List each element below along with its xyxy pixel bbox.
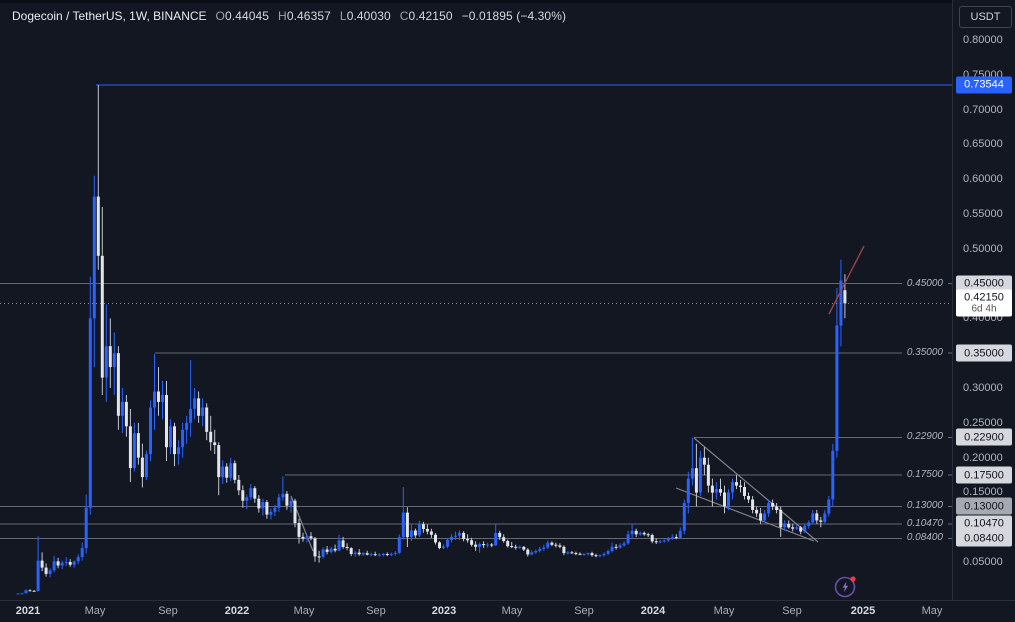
ohlc-open: O0.44045: [215, 9, 270, 23]
level-price-label: 0.08400: [901, 532, 948, 545]
time-tick-month: May: [501, 605, 523, 617]
candlestick-chart[interactable]: [0, 0, 952, 600]
level-price-label: 0.17500: [901, 469, 948, 481]
price-tick: 0.15000: [963, 486, 1003, 499]
level-axis-box: 0.73544: [956, 76, 1012, 94]
ohlc-high: H0.46357: [278, 9, 331, 23]
axis-corner-separator: [952, 0, 953, 22]
level-axis-box: 0.08400: [956, 529, 1012, 547]
level-price-label: 0.45000: [901, 277, 948, 290]
symbol-title[interactable]: Dogecoin / TetherUS, 1W, BINANCE: [12, 9, 207, 23]
level-axis-box: 0.10470: [956, 515, 1012, 533]
time-tick-month: Sep: [782, 605, 802, 617]
level-axis-box: 0.17500: [956, 466, 1012, 484]
time-tick-year: 2025: [850, 605, 876, 617]
price-tick: 0.05000: [963, 556, 1003, 568]
current-price-label: 0.42150 6d 4h: [956, 289, 1012, 317]
time-tick-month: Sep: [366, 605, 386, 617]
time-tick-month: May: [293, 605, 315, 617]
flash-pattern-button[interactable]: [833, 574, 858, 599]
time-axis[interactable]: 2021 May Sep 2022 May Sep 2023 May Sep 2024 May Sep…: [0, 600, 1015, 622]
time-tick-year: 2024: [640, 605, 666, 617]
price-tick: 0.70000: [963, 103, 1003, 116]
ohlc-low: L0.40030: [339, 9, 391, 23]
price-tick: 0.55000: [963, 208, 1003, 220]
price-tick: 0.20000: [963, 451, 1003, 464]
level-axis-box: 0.13000: [956, 497, 1012, 515]
level-price-label: 0.22900: [901, 431, 948, 444]
notification-dot: [850, 576, 856, 582]
level-axis-box: 0.45000: [956, 275, 1012, 293]
time-tick-month: May: [921, 605, 943, 617]
change-value: −0.01895 (−4.30%): [461, 9, 567, 23]
current-price-value: 0.42150: [964, 291, 1004, 304]
ohlc-close: C0.42150: [399, 9, 453, 23]
time-tick-month: May: [713, 605, 735, 617]
time-tick-month: Sep: [158, 605, 178, 617]
top-edge-strip: [0, 0, 1015, 3]
chart-pane[interactable]: Dogecoin / TetherUS, 1W, BINANCE O0.4404…: [0, 0, 952, 600]
level-price-label: 0.10470: [901, 517, 948, 530]
price-tick: 0.80000: [963, 34, 1003, 46]
level-price-label: 0.13000: [901, 500, 948, 513]
symbol-legend: Dogecoin / TetherUS, 1W, BINANCE O0.4404…: [12, 9, 566, 23]
level-axis-box: 0.22900: [956, 428, 1012, 446]
time-tick-year: 2021: [15, 605, 41, 617]
time-tick-year: 2022: [224, 605, 250, 617]
price-tick: 0.65000: [963, 138, 1003, 151]
time-tick-month: May: [84, 605, 106, 617]
time-tick-year: 2023: [431, 605, 457, 617]
price-tick: 0.50000: [963, 242, 1003, 255]
price-tick: 0.30000: [963, 382, 1003, 394]
bar-countdown: 6d 4h: [971, 303, 997, 315]
level-price-label: 0.35000: [901, 347, 948, 360]
price-tick: 0.25000: [963, 416, 1003, 429]
price-axis[interactable]: USDT 0.80000 0.75000 0.70000 0.65000 0.60000…: [952, 0, 1015, 600]
currency-toggle-button[interactable]: USDT: [959, 6, 1012, 28]
flash-icon: [834, 576, 856, 598]
time-tick-month: Sep: [574, 605, 594, 617]
price-tick: 0.60000: [963, 173, 1003, 186]
level-axis-box: 0.35000: [956, 344, 1012, 362]
